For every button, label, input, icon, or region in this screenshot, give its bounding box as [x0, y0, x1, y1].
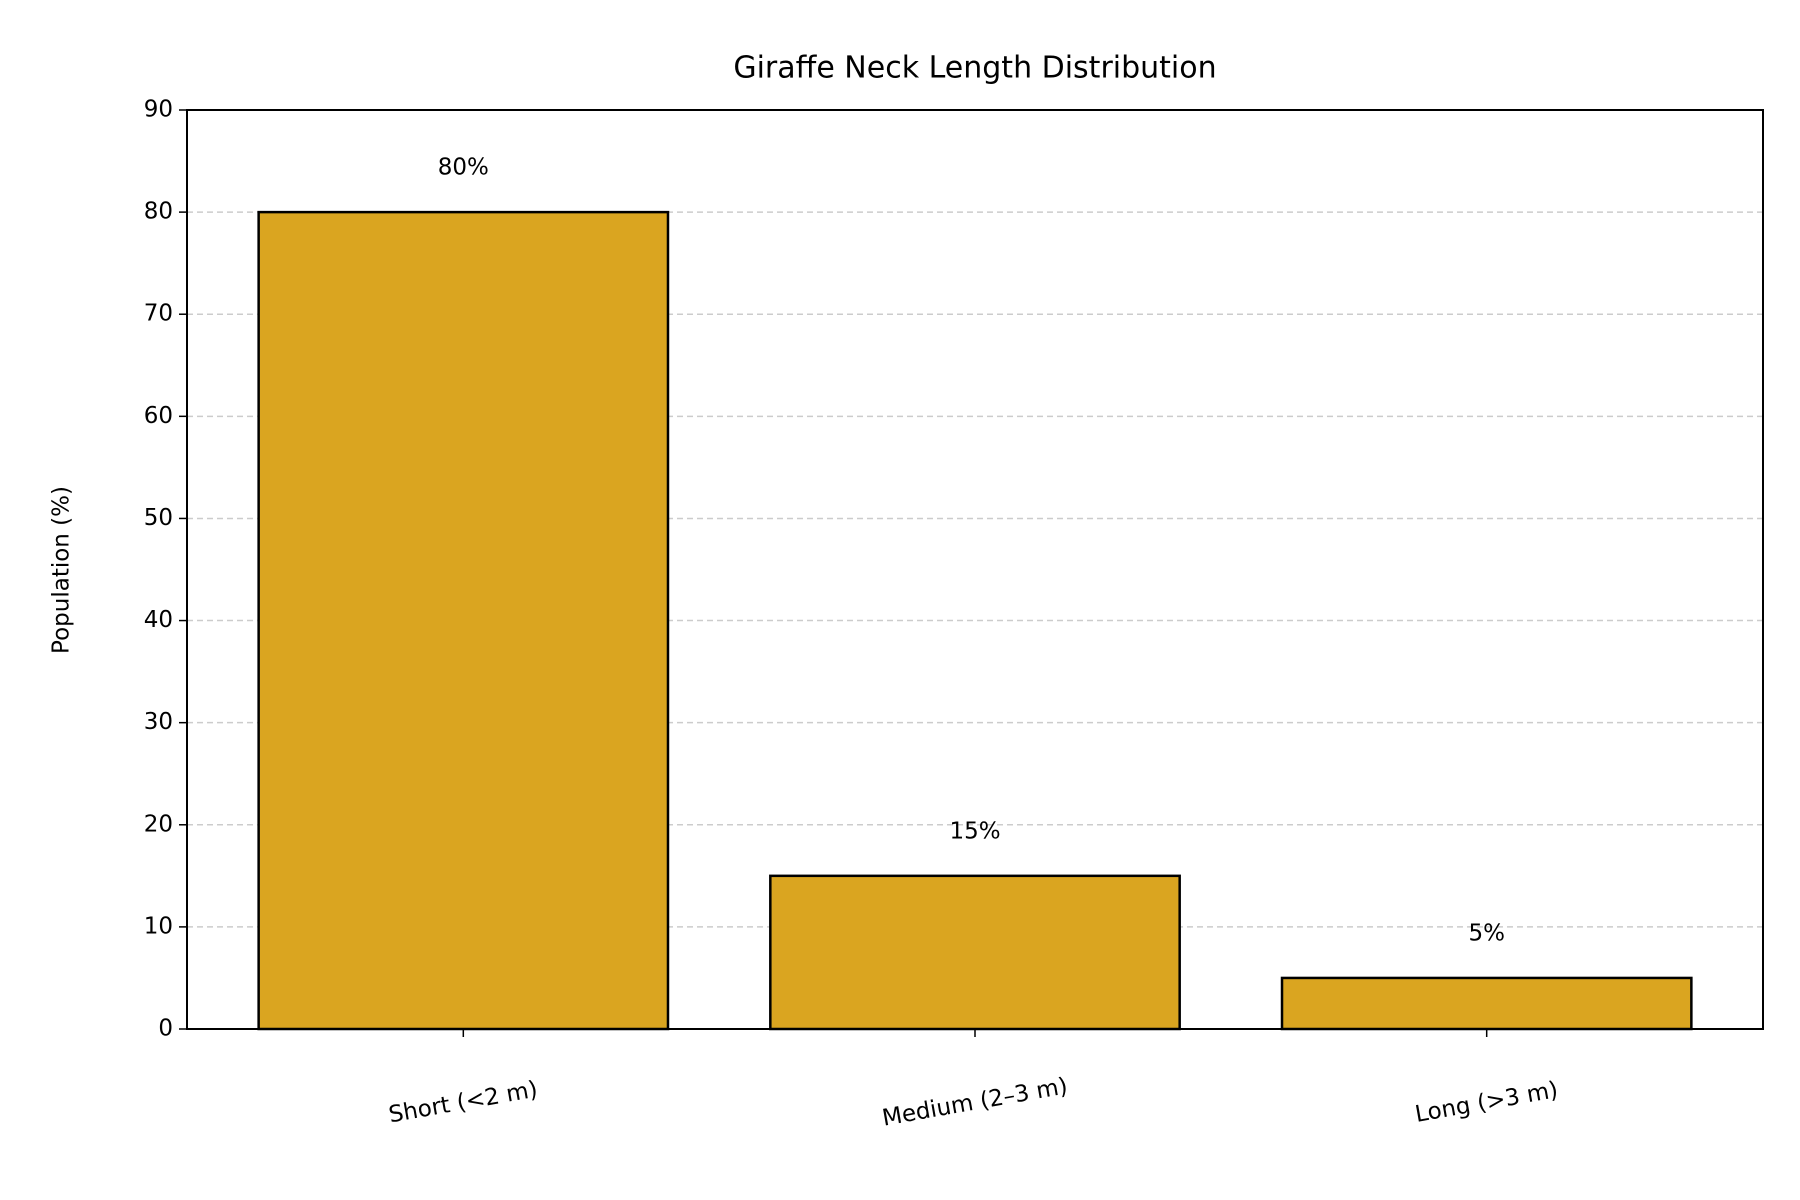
- y-tick-label: 20: [144, 811, 173, 837]
- y-axis-label: Population (%): [49, 486, 75, 654]
- y-tick-label: 10: [144, 913, 173, 939]
- y-tick-label: 50: [144, 505, 173, 531]
- value-label: 80%: [438, 155, 489, 181]
- value-label: 15%: [949, 818, 1000, 844]
- chart-title: Giraffe Neck Length Distribution: [733, 51, 1216, 86]
- y-tick-label: 90: [144, 97, 173, 123]
- x-tick-label: Medium (2–3 m): [880, 1073, 1069, 1131]
- x-tick-label: Long (>3 m): [1413, 1077, 1560, 1128]
- y-tick-label: 80: [144, 199, 173, 225]
- y-tick-label: 70: [144, 301, 173, 327]
- y-tick-label: 0: [158, 1016, 173, 1042]
- bar: [257, 210, 670, 1031]
- bar: [769, 874, 1181, 1031]
- plot-frame: [186, 109, 1764, 1030]
- y-tick-label: 60: [144, 403, 173, 429]
- y-tick-label: 40: [144, 607, 173, 633]
- bar: [1280, 976, 1693, 1031]
- value-label: 5%: [1468, 920, 1505, 946]
- y-tick-label: 30: [144, 709, 173, 735]
- x-tick-label: Short (<2 m): [387, 1077, 540, 1129]
